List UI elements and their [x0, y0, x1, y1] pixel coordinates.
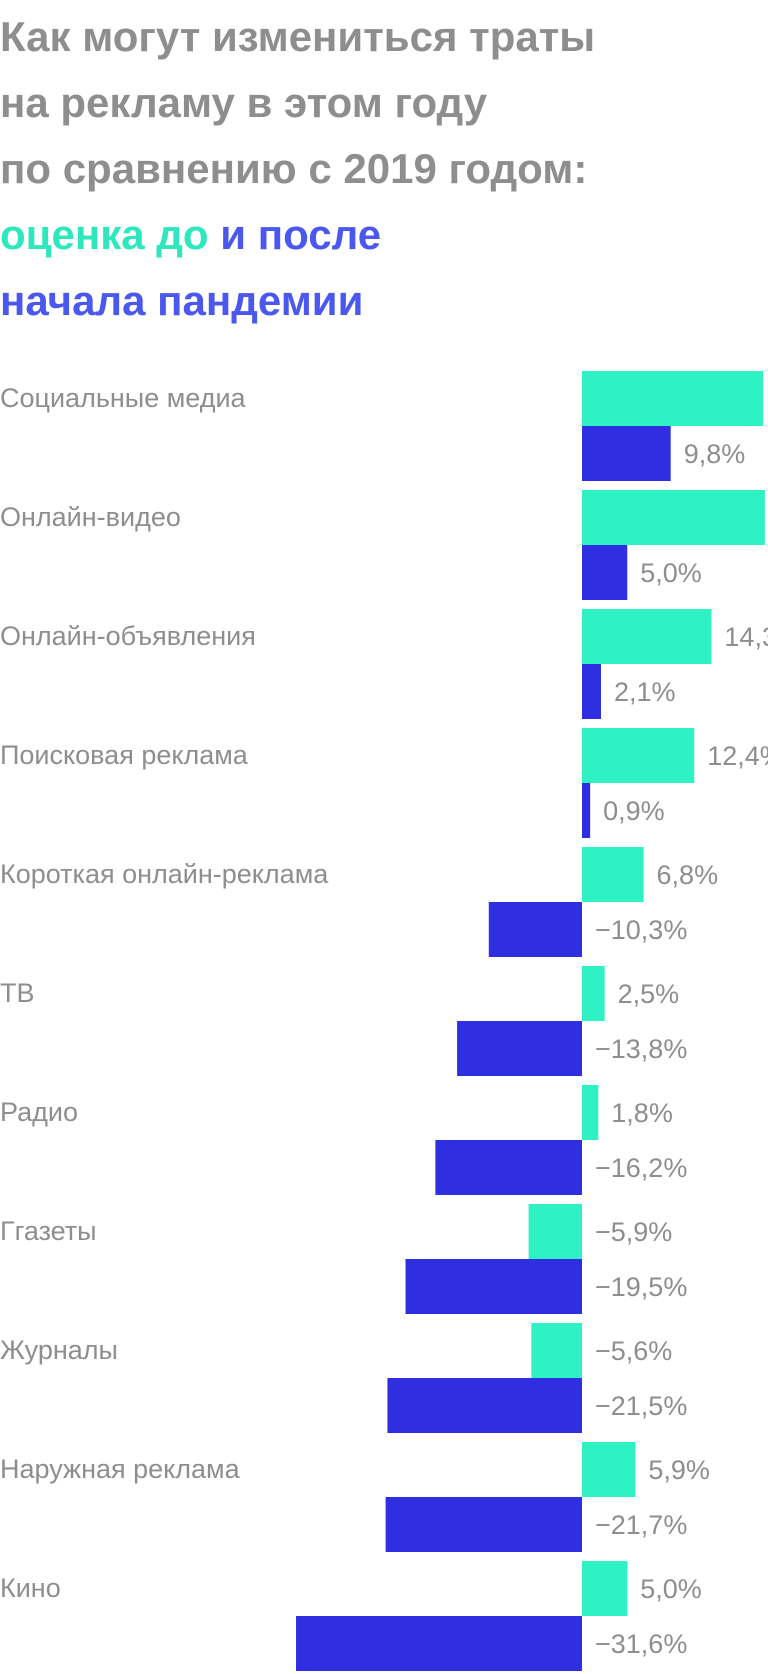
bar-before [531, 1323, 582, 1378]
category-label: Короткая онлайн-реклама [0, 859, 329, 889]
category-label: Наружная реклама [0, 1454, 241, 1484]
value-label-after: −31,6% [595, 1629, 687, 1659]
title-line-2: на рекламу в этом году [0, 79, 488, 126]
bar-after [387, 1378, 582, 1433]
category-label: Онлайн-видео [0, 502, 181, 532]
category-label: Кино [0, 1573, 61, 1603]
category-label: ТВ [0, 978, 35, 1008]
bar-before [582, 966, 605, 1021]
bar-after [385, 1497, 582, 1552]
value-label-after: −13,8% [595, 1034, 687, 1064]
category-label: Ггазеты [0, 1216, 97, 1246]
category-label: Поисковая реклама [0, 740, 249, 770]
value-label-before: 14,3% [724, 622, 768, 652]
title-line-5: начала пандемии [0, 277, 364, 324]
category-label: Журналы [0, 1335, 118, 1365]
bar-before [582, 1561, 628, 1616]
value-label-after: 0,9% [603, 796, 665, 826]
bar-before [582, 847, 644, 902]
value-label-before: 2,5% [618, 979, 680, 1009]
bar-after [488, 902, 582, 957]
bar-before [582, 490, 765, 545]
value-label-after: −21,5% [595, 1391, 687, 1421]
value-label-before: 5,0% [640, 1574, 702, 1604]
value-label-after: −21,7% [595, 1510, 687, 1540]
bar-after [582, 664, 602, 719]
bar-after [582, 783, 591, 838]
value-label-after: 9,8% [684, 439, 746, 469]
bar-before [582, 728, 695, 783]
title-line-1: Как могут измениться траты [0, 13, 596, 60]
value-label-before: 6,8% [657, 860, 719, 890]
value-label-before: 1,8% [611, 1098, 673, 1128]
value-label-before: 12,4% [707, 741, 768, 771]
value-label-after: −16,2% [595, 1153, 687, 1183]
value-label-before: 5,9% [648, 1455, 710, 1485]
bar-after [582, 426, 671, 481]
value-label-after: 2,1% [614, 677, 676, 707]
bar-before [582, 371, 763, 426]
bar-after [582, 545, 628, 600]
title-line-3: по сравнению с 2019 годом: [0, 145, 588, 192]
bar-before [582, 1442, 636, 1497]
title-line-4: оценка до и после [0, 202, 768, 268]
category-label: Радио [0, 1097, 78, 1127]
bar-after [296, 1616, 582, 1671]
legend-after: и после [208, 211, 382, 258]
bar-after [435, 1140, 582, 1195]
category-label: Онлайн-объявления [0, 621, 256, 651]
value-label-before: −5,6% [595, 1336, 672, 1366]
bar-after [405, 1259, 582, 1314]
category-label: Социальные медиа [0, 383, 247, 413]
bar-after [457, 1021, 582, 1076]
bar-before [582, 609, 712, 664]
legend-before: оценка до [0, 211, 209, 258]
value-label-after: −10,3% [595, 915, 687, 945]
bar-before [582, 1085, 599, 1140]
value-label-before: −5,9% [595, 1217, 672, 1247]
bar-before [528, 1204, 582, 1259]
value-label-after: 5,0% [640, 558, 702, 588]
value-label-after: −19,5% [595, 1272, 687, 1302]
chart-title: Как могут измениться траты на рекламу в … [0, 4, 768, 334]
